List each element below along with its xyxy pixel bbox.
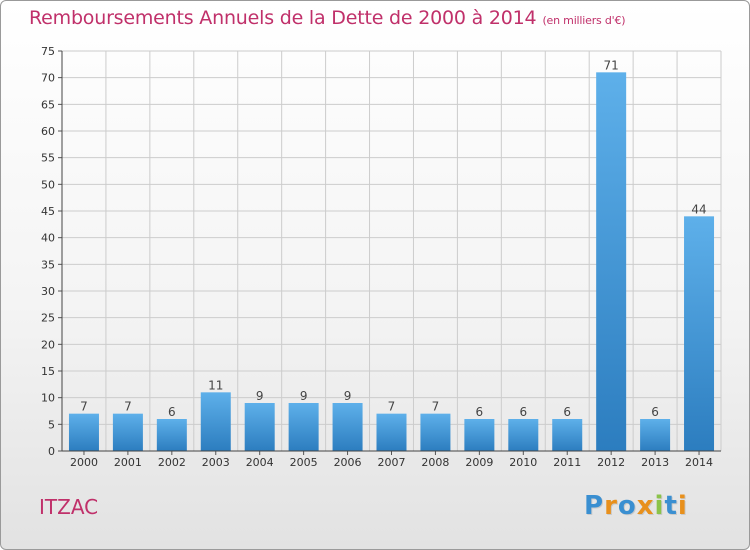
logo-letter: t: [664, 491, 678, 521]
y-tick-label: 40: [41, 232, 55, 245]
y-tick-label: 5: [48, 418, 55, 431]
y-tick-label: 0: [48, 445, 55, 458]
bar-2010: [508, 419, 539, 451]
x-tick-label: 2007: [378, 456, 406, 469]
x-tick-label: 2002: [158, 456, 186, 469]
unit-note: (en milliers d'€): [542, 14, 626, 27]
y-tick-label: 70: [41, 72, 55, 85]
data-label-2004: 9: [256, 389, 264, 403]
logo-letter: x: [636, 491, 655, 521]
logo-letter: i: [654, 491, 665, 521]
logo-letter: r: [604, 491, 618, 521]
bar-2014: [684, 216, 715, 451]
y-tick-label: 75: [41, 45, 55, 58]
logo-letter: P: [584, 491, 605, 521]
bar-2007: [376, 413, 407, 451]
bar-2006: [332, 403, 363, 451]
y-tick-label: 35: [41, 258, 55, 271]
x-tick-label: 2012: [597, 456, 625, 469]
bar-2001: [112, 413, 143, 451]
bar-2013: [640, 419, 671, 451]
x-tick-label: 2003: [202, 456, 230, 469]
data-label-2010: 6: [519, 405, 527, 419]
data-label-2005: 9: [300, 389, 308, 403]
bar-2009: [464, 419, 495, 451]
data-label-2006: 9: [344, 389, 352, 403]
bar-2002: [156, 419, 187, 451]
x-tick-label: 2010: [509, 456, 537, 469]
data-label-2014: 44: [691, 202, 706, 216]
x-tick-label: 2004: [246, 456, 274, 469]
commune-name: ITZAC: [39, 495, 99, 519]
data-label-2012: 71: [604, 58, 619, 72]
chart-title: Remboursements Annuels de la Dette de 20…: [29, 7, 626, 29]
data-label-2013: 6: [651, 405, 659, 419]
bar-2004: [244, 403, 275, 451]
x-tick-label: 2006: [334, 456, 362, 469]
y-tick-label: 25: [41, 312, 55, 325]
data-label-2007: 7: [388, 400, 396, 414]
y-tick-label: 30: [41, 285, 55, 298]
logo-letter: i: [677, 491, 688, 521]
x-tick-label: 2009: [465, 456, 493, 469]
y-tick-label: 45: [41, 205, 55, 218]
data-label-2011: 6: [563, 405, 571, 419]
x-tick-label: 2013: [641, 456, 669, 469]
bar-2000: [68, 413, 99, 451]
bar-2005: [288, 403, 319, 451]
data-label-2009: 6: [476, 405, 484, 419]
y-tick-label: 60: [41, 125, 55, 138]
y-tick-label: 10: [41, 392, 55, 405]
y-tick-label: 20: [41, 338, 55, 351]
data-label-2003: 11: [208, 378, 223, 392]
x-tick-label: 2008: [421, 456, 449, 469]
y-tick-label: 55: [41, 152, 55, 165]
x-tick-label: 2011: [553, 456, 581, 469]
bar-2003: [200, 392, 231, 451]
title-text: Remboursements Annuels de la Dette de 20…: [29, 7, 537, 29]
x-tick-label: 2001: [114, 456, 142, 469]
bar-2008: [420, 413, 451, 451]
proxiti-logo: Proxiti: [584, 491, 688, 521]
data-label-2008: 7: [432, 400, 440, 414]
x-tick-label: 2000: [70, 456, 98, 469]
bar-2011: [552, 419, 583, 451]
data-label-2001: 7: [124, 400, 132, 414]
x-tick-label: 2005: [290, 456, 318, 469]
data-label-2002: 6: [168, 405, 176, 419]
y-tick-label: 15: [41, 365, 55, 378]
data-label-2000: 7: [80, 400, 88, 414]
y-tick-label: 65: [41, 98, 55, 111]
y-tick-label: 50: [41, 178, 55, 191]
x-tick-label: 2014: [685, 456, 713, 469]
bar-2012: [596, 72, 627, 451]
logo-letter: o: [617, 491, 637, 521]
